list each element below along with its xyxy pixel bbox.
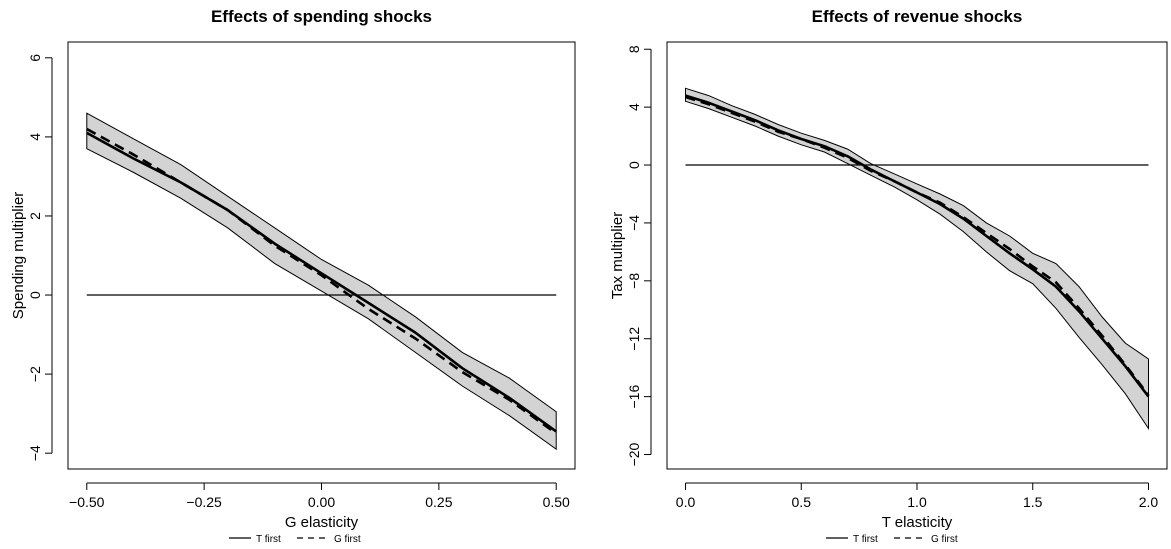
y-tick-label: 4 [27, 133, 43, 141]
y-tick-label: 0 [27, 291, 43, 299]
y-tick-label: −16 [626, 385, 642, 409]
plot-frame [67, 41, 576, 470]
plot-frame [666, 41, 1168, 470]
x-tick-label: 0.00 [308, 494, 335, 510]
y-axis-label: Spending multiplier [10, 192, 27, 320]
y-tick-label: 2 [27, 212, 43, 220]
y-tick-label: 0 [626, 161, 642, 169]
y-tick-label: 4 [626, 103, 642, 111]
confidence-band [86, 112, 557, 451]
legend-label: G first [931, 534, 958, 545]
series-line-g-first [685, 95, 1150, 396]
chart-panel-2: Effects of revenue shocks 0.0 0.5 1.0 1.5 2.0… [609, 7, 1168, 545]
y-tick-label: −8 [626, 273, 642, 289]
x-tick-label: 1.0 [907, 494, 927, 510]
legend: T first G first [826, 534, 958, 545]
series-line-t-first [86, 131, 557, 433]
x-axis-label: T elasticity [882, 514, 953, 531]
x-tick-label: 0.0 [676, 494, 696, 510]
x-axis-label: G elasticity [285, 514, 359, 531]
x-tick-label: −0.25 [186, 494, 222, 510]
x-tick-label: 0.25 [425, 494, 452, 510]
x-tick-label: 0.50 [543, 494, 570, 510]
chart-title: Effects of spending shocks [211, 7, 432, 26]
x-tick-label: 2.0 [1139, 494, 1159, 510]
x-tick-label: 0.5 [792, 494, 812, 510]
series-line-g-first [86, 127, 557, 435]
y-tick-label: −20 [626, 442, 642, 466]
legend: T first G first [229, 534, 361, 545]
y-tick-label: −4 [27, 445, 43, 461]
y-tick-label: −12 [626, 327, 642, 351]
chart-title: Effects of revenue shocks [812, 7, 1023, 26]
series-line-t-first [685, 94, 1150, 398]
legend-label: T first [256, 534, 281, 545]
x-tick-label: −0.50 [69, 494, 105, 510]
y-tick-label: −2 [27, 366, 43, 382]
y-tick-label: 6 [27, 54, 43, 62]
y-tick-label: −4 [626, 215, 642, 231]
legend-label: T first [853, 534, 878, 545]
chart-panel-1: Effects of spending shocks −0.50 −0.25 0.00… [10, 7, 576, 545]
y-tick-label: 8 [626, 45, 642, 53]
confidence-band [685, 87, 1149, 431]
y-axis-label: Tax multiplier [609, 212, 626, 300]
legend-label: G first [334, 534, 361, 545]
x-tick-label: 1.5 [1023, 494, 1043, 510]
